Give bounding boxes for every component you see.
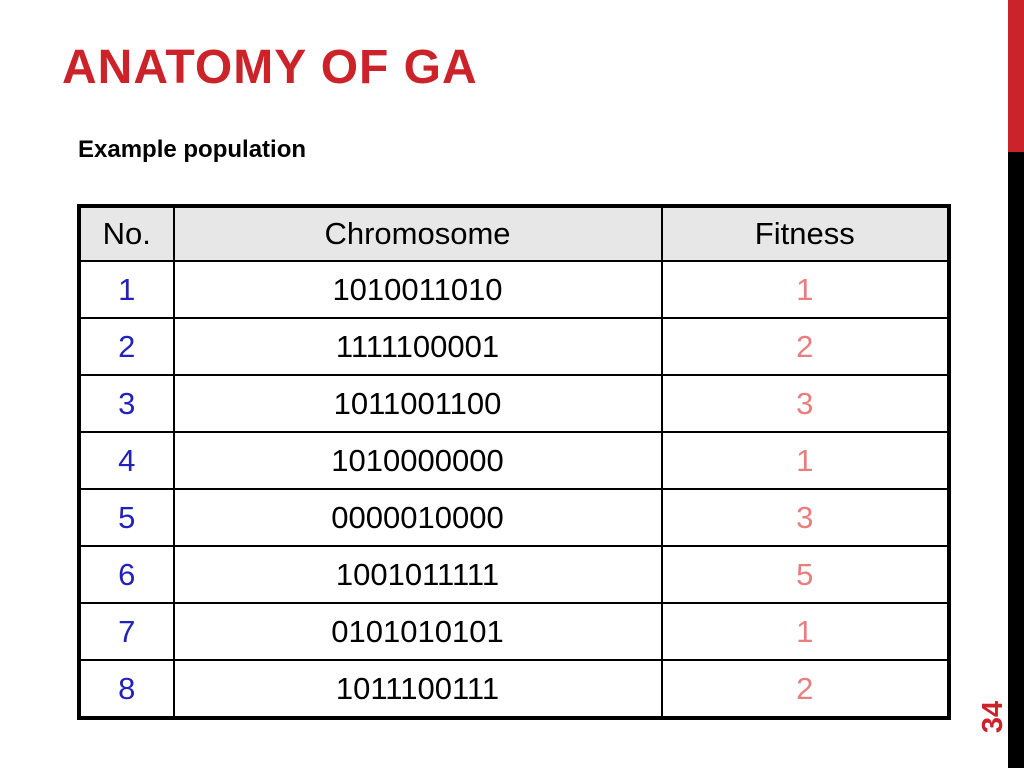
- row-number-cell: 7: [78, 602, 175, 661]
- header-fitness: Fitness: [660, 205, 950, 262]
- table-row: 7 0101010101 1: [78, 602, 950, 661]
- row-number-cell: 3: [78, 374, 175, 433]
- fitness-cell: 5: [660, 545, 950, 604]
- population-table: No. Chromosome Fitness 1 1010011010 1 2 …: [77, 204, 951, 720]
- table-header-row: No. Chromosome Fitness: [78, 205, 950, 262]
- row-number-cell: 2: [78, 317, 175, 376]
- chromosome-cell: 1001011111: [172, 545, 663, 604]
- slide-title: ANATOMY OF GA: [62, 41, 478, 94]
- chromosome-cell: 1011001100: [172, 374, 663, 433]
- row-number-cell: 6: [78, 545, 175, 604]
- table-row: 1 1010011010 1: [78, 260, 950, 319]
- fitness-cell: 2: [660, 317, 950, 376]
- row-number-cell: 4: [78, 431, 175, 490]
- table-row: 3 1011001100 3: [78, 374, 950, 433]
- header-chromosome: Chromosome: [172, 205, 663, 262]
- chromosome-cell: 1011100111: [172, 659, 663, 719]
- row-number-cell: 5: [78, 488, 175, 547]
- accent-bar-black: [1008, 152, 1024, 768]
- table-row: 5 0000010000 3: [78, 488, 950, 547]
- page-number: 34: [977, 700, 1009, 734]
- header-no: No.: [78, 205, 175, 262]
- table-row: 8 1011100111 2: [78, 659, 950, 719]
- fitness-cell: 1: [660, 431, 950, 490]
- fitness-cell: 1: [660, 602, 950, 661]
- table-row: 6 1001011111 5: [78, 545, 950, 604]
- chromosome-cell: 0101010101: [172, 602, 663, 661]
- chromosome-cell: 1010011010: [172, 260, 663, 319]
- row-number-cell: 8: [78, 659, 175, 719]
- chromosome-cell: 1111100001: [172, 317, 663, 376]
- fitness-cell: 1: [660, 260, 950, 319]
- table-row: 4 1010000000 1: [78, 431, 950, 490]
- fitness-cell: 3: [660, 488, 950, 547]
- row-number-cell: 1: [78, 260, 175, 319]
- fitness-cell: 3: [660, 374, 950, 433]
- slide-subtitle: Example population: [78, 136, 307, 163]
- accent-bar-red: [1008, 0, 1024, 152]
- fitness-cell: 2: [660, 659, 950, 719]
- table-row: 2 1111100001 2: [78, 317, 950, 376]
- chromosome-cell: 0000010000: [172, 488, 663, 547]
- chromosome-cell: 1010000000: [172, 431, 663, 490]
